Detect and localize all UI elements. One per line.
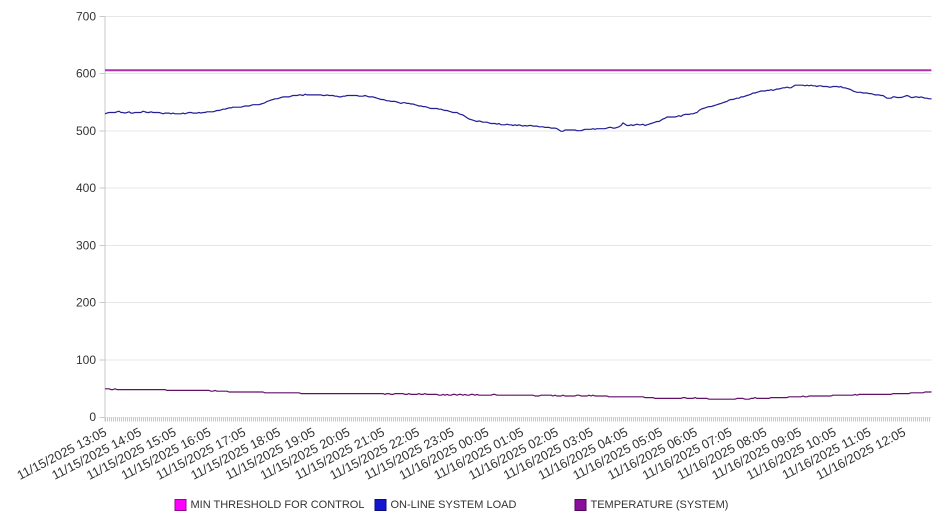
svg-text:ON-LINE SYSTEM LOAD: ON-LINE SYSTEM LOAD bbox=[391, 499, 517, 511]
svg-text:MIN THRESHOLD FOR CONTROL: MIN THRESHOLD FOR CONTROL bbox=[191, 499, 365, 511]
svg-text:100: 100 bbox=[76, 353, 96, 367]
svg-text:700: 700 bbox=[76, 9, 96, 23]
svg-text:400: 400 bbox=[76, 181, 96, 195]
svg-text:TEMPERATURE (SYSTEM): TEMPERATURE (SYSTEM) bbox=[591, 499, 729, 511]
svg-text:300: 300 bbox=[76, 238, 96, 252]
svg-text:600: 600 bbox=[76, 67, 96, 81]
svg-text:0: 0 bbox=[89, 410, 96, 424]
svg-text:200: 200 bbox=[76, 296, 96, 310]
svg-text:500: 500 bbox=[76, 124, 96, 138]
